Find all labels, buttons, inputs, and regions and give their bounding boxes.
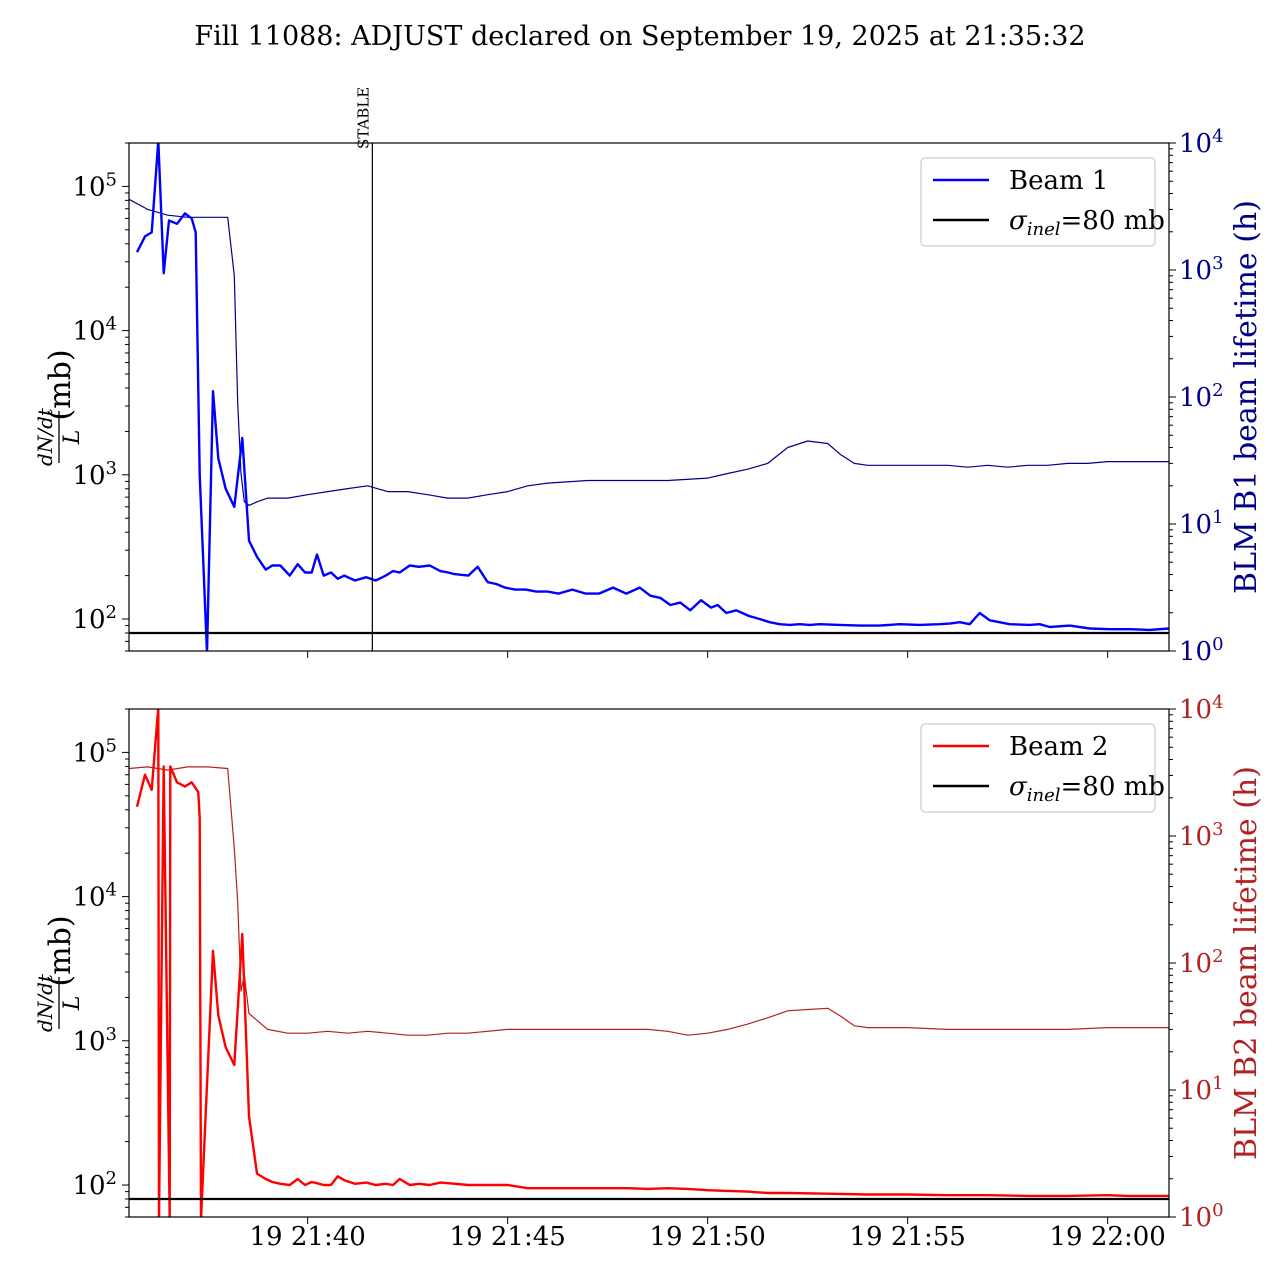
left-tick-label: 103 <box>72 1024 117 1057</box>
left-tick-label: 105 <box>72 735 117 768</box>
legend: Beam 1 σinel=80 mb <box>920 157 1165 247</box>
right-axis-label: BLM B1 beam lifetime (h) <box>1229 200 1264 594</box>
beam-series-line <box>135 143 1169 651</box>
left-tick-label: 102 <box>72 1168 117 1201</box>
left-tick-label: 104 <box>72 314 117 347</box>
right-tick-label: 104 <box>1179 692 1224 725</box>
left-axis-label-denominator: L <box>60 430 85 446</box>
right-tick-label: 102 <box>1179 380 1224 413</box>
chart-title: Fill 11088: ADJUST declared on September… <box>194 21 1085 52</box>
right-axis-label: BLM B2 beam lifetime (h) <box>1229 766 1264 1160</box>
right-tick-label: 100 <box>1179 1200 1224 1233</box>
left-axis-label-numerator: dN/dt <box>33 407 57 466</box>
left-axis-label: dN/dt L (mb) <box>33 915 85 1031</box>
top-panel: STABLE 102 103 104 105 100 101 102 103 104 BLM B1 … <box>33 87 1264 667</box>
left-axis-label-unit: (mb) <box>43 915 78 986</box>
left-axis-label: dN/dt L (mb) <box>33 349 85 465</box>
right-tick-label: 103 <box>1179 819 1224 852</box>
lifetime-series-line <box>129 198 1169 506</box>
right-tick-label: 100 <box>1179 634 1224 667</box>
stable-label: STABLE <box>354 87 372 149</box>
x-tick-label: 19 21:45 <box>450 1222 566 1252</box>
legend-beam-label: Beam 1 <box>1009 166 1108 196</box>
right-tick-label: 103 <box>1179 253 1224 286</box>
left-tick-label: 103 <box>72 458 117 491</box>
right-tick-label: 104 <box>1179 126 1224 159</box>
right-tick-label: 101 <box>1179 1073 1224 1106</box>
x-tick-label: 19 21:55 <box>850 1222 966 1252</box>
beam-series-line <box>135 709 1169 1217</box>
right-tick-label: 101 <box>1179 507 1224 540</box>
x-tick-label: 19 22:00 <box>1050 1222 1166 1252</box>
legend-sigma-label: σinel=80 mb <box>1009 206 1165 240</box>
left-tick-label: 105 <box>72 169 117 202</box>
left-tick-label: 104 <box>72 880 117 913</box>
right-tick-label: 102 <box>1179 946 1224 979</box>
x-tick-label: 19 21:40 <box>250 1222 366 1252</box>
x-tick-label: 19 21:50 <box>650 1222 766 1252</box>
left-axis-label-denominator: L <box>60 996 85 1012</box>
legend-sigma-label: σinel=80 mb <box>1009 772 1165 806</box>
left-tick-label: 102 <box>72 602 117 635</box>
legend-beam-label: Beam 2 <box>1009 732 1108 762</box>
left-axis-label-unit: (mb) <box>43 349 78 420</box>
bottom-panel: 102 103 104 105 100 101 102 103 104 BLM B2 beam l… <box>33 692 1264 1252</box>
left-axis-label-numerator: dN/dt <box>33 973 57 1032</box>
legend: Beam 2 σinel=80 mb <box>920 723 1165 813</box>
